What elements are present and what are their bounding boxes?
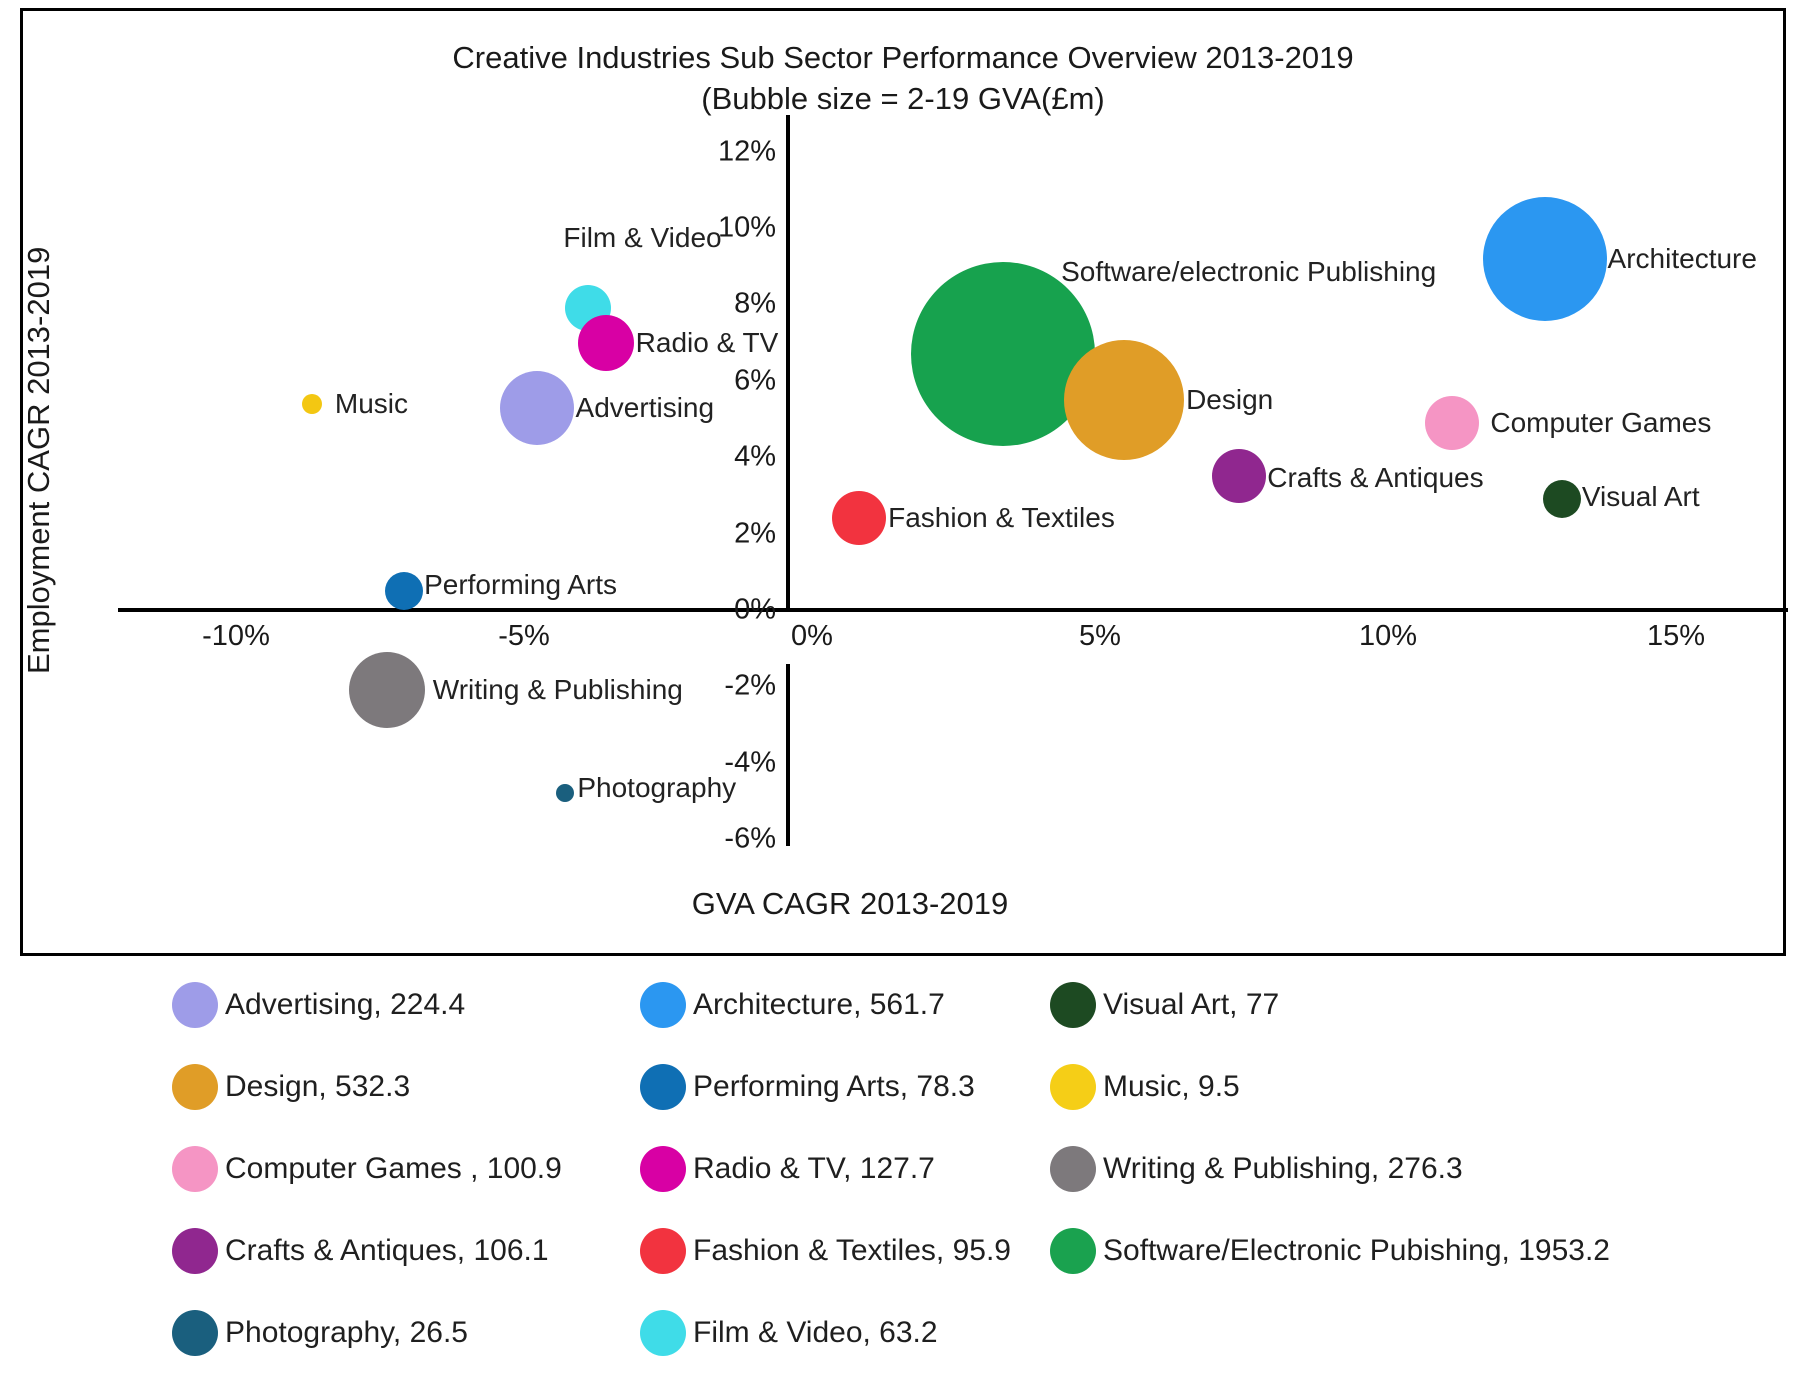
legend-item-label: Radio & TV, 127.7	[693, 1152, 935, 1185]
legend-item-photography: Photography, 26.5	[172, 1310, 468, 1356]
bubble-advertising	[499, 370, 574, 445]
legend-item-fashion-textiles: Fashion & Textiles, 95.9	[640, 1228, 1011, 1274]
bubble-music	[301, 393, 322, 414]
y-tick-label: 8%	[734, 287, 776, 320]
x-tick-label: 5%	[1079, 620, 1121, 652]
bubble-software-electronic-publishing	[911, 262, 1096, 447]
bubble-performing-arts	[385, 571, 424, 610]
legend-swatch-performing-arts-icon	[640, 1064, 686, 1110]
legend-item-label: Architecture, 561.7	[693, 988, 945, 1021]
x-tick-label: 0%	[791, 620, 833, 652]
legend-item-label: Crafts & Antiques, 106.1	[225, 1234, 549, 1267]
legend-item-label: Design, 532.3	[225, 1070, 411, 1103]
x-tick-label: -5%	[498, 620, 550, 652]
legend-item-label: Performing Arts, 78.3	[693, 1070, 975, 1103]
bubble-visual-art	[1542, 480, 1581, 519]
legend-item-label: Fashion & Textiles, 95.9	[693, 1234, 1011, 1267]
y-tick-label: 0%	[734, 593, 776, 626]
legend-item-software-electronic-pubishing: Software/Electronic Pubishing, 1953.2	[1050, 1228, 1610, 1274]
chart-title: Creative Industries Sub Sector Performan…	[452, 40, 1354, 75]
legend-item-film-video: Film & Video, 63.2	[640, 1310, 938, 1356]
legend-swatch-visual-art-icon	[1050, 982, 1096, 1028]
legend-swatch-architecture-icon	[640, 982, 686, 1028]
legend-swatch-crafts-antiques-icon	[172, 1228, 218, 1274]
chart-plot-box: Creative Industries Sub Sector Performan…	[20, 8, 1786, 956]
legend-item-label: Software/Electronic Pubishing, 1953.2	[1103, 1234, 1610, 1267]
bubble-architecture	[1482, 196, 1607, 321]
bubble-label-software-electronic-publishing: Software/electronic Publishing	[1061, 256, 1437, 288]
y-tick-label: 2%	[734, 517, 776, 550]
legend-swatch-computer-games-icon	[172, 1146, 218, 1192]
legend-swatch-software-electronic-pubishing-icon	[1050, 1228, 1096, 1274]
x-tick-label: -10%	[202, 620, 270, 652]
legend-swatch-writing-publishing-icon	[1050, 1146, 1096, 1192]
legend-item-label: Writing & Publishing, 276.3	[1103, 1152, 1463, 1185]
legend-item-label: Film & Video, 63.2	[693, 1316, 938, 1349]
bubble-radio-tv	[577, 314, 634, 371]
legend-swatch-photography-icon	[172, 1310, 218, 1356]
bubble-crafts-antiques	[1212, 449, 1267, 504]
bubble-label-radio-tv: Radio & TV	[635, 326, 779, 358]
y-axis-line-lower	[786, 664, 790, 846]
y-tick-label: -4%	[724, 746, 776, 779]
legend-swatch-fashion-textiles-icon	[640, 1228, 686, 1274]
legend-item-writing-publishing: Writing & Publishing, 276.3	[1050, 1146, 1463, 1192]
bubble-label-music: Music	[334, 387, 409, 419]
bubble-label-design: Design	[1186, 383, 1274, 415]
y-tick-label: -6%	[724, 822, 776, 855]
bubble-label-visual-art: Visual Art	[1581, 481, 1700, 513]
legend-item-visual-art: Visual Art, 77	[1050, 982, 1279, 1028]
bubble-label-architecture: Architecture	[1607, 242, 1757, 274]
bubble-fashion-textiles	[832, 491, 887, 546]
bubble-photography	[556, 784, 575, 803]
legend-swatch-advertising-icon	[172, 982, 218, 1028]
y-tick-label: 6%	[734, 364, 776, 397]
legend-swatch-radio-tv-icon	[640, 1146, 686, 1192]
legend-item-label: Advertising, 224.4	[225, 988, 466, 1021]
bubble-label-writing-publishing: Writing & Publishing	[432, 674, 683, 706]
bubble-label-film-video: Film & Video	[563, 222, 722, 254]
legend-item-radio-tv: Radio & TV, 127.7	[640, 1146, 935, 1192]
legend-item-computer-games: Computer Games , 100.9	[172, 1146, 562, 1192]
y-tick-label: 12%	[717, 135, 776, 168]
y-tick-label: -2%	[724, 669, 776, 702]
chart-title-block: Creative Industries Sub Sector Performan…	[103, 37, 1703, 119]
bubble-label-performing-arts: Performing Arts	[424, 568, 618, 600]
legend-swatch-music-icon	[1050, 1064, 1096, 1110]
chart-legend: Advertising, 224.4 Design, 532.3 Computer …	[0, 962, 1812, 1378]
y-axis-title: Employment CAGR 2013-2019	[21, 246, 56, 674]
bubble-writing-publishing	[348, 652, 425, 729]
x-axis-title: GVA CAGR 2013-2019	[691, 886, 1009, 921]
legend-item-label: Computer Games , 100.9	[225, 1152, 562, 1185]
legend-swatch-film-video-icon	[640, 1310, 686, 1356]
legend-item-label: Photography, 26.5	[225, 1316, 468, 1349]
legend-item-crafts-antiques: Crafts & Antiques, 106.1	[172, 1228, 549, 1274]
bubble-label-fashion-textiles: Fashion & Textiles	[888, 502, 1115, 534]
bubble-label-advertising: Advertising	[575, 391, 715, 423]
chart-subtitle: (Bubble size = 2-19 GVA(£m)	[701, 81, 1105, 116]
y-tick-label: 10%	[717, 211, 776, 244]
x-tick-label: 15%	[1646, 620, 1706, 652]
legend-item-music: Music, 9.5	[1050, 1064, 1240, 1110]
legend-item-performing-arts: Performing Arts, 78.3	[640, 1064, 975, 1110]
x-axis-line	[118, 608, 1788, 612]
bubble-computer-games	[1425, 395, 1480, 450]
x-tick-label: 10%	[1358, 620, 1418, 652]
bubble-design	[1064, 339, 1185, 460]
legend-item-design: Design, 532.3	[172, 1064, 410, 1110]
legend-swatch-design-icon	[172, 1064, 218, 1110]
y-axis-line-upper	[786, 115, 790, 612]
legend-item-label: Music, 9.5	[1103, 1070, 1240, 1103]
bubble-label-computer-games: Computer Games	[1490, 406, 1712, 438]
legend-item-advertising: Advertising, 224.4	[172, 982, 465, 1028]
bubble-label-photography: Photography	[577, 772, 737, 804]
y-tick-label: 4%	[734, 440, 776, 473]
legend-item-label: Visual Art, 77	[1103, 988, 1280, 1021]
legend-item-architecture: Architecture, 561.7	[640, 982, 945, 1028]
bubble-label-crafts-antiques: Crafts & Antiques	[1267, 462, 1484, 494]
